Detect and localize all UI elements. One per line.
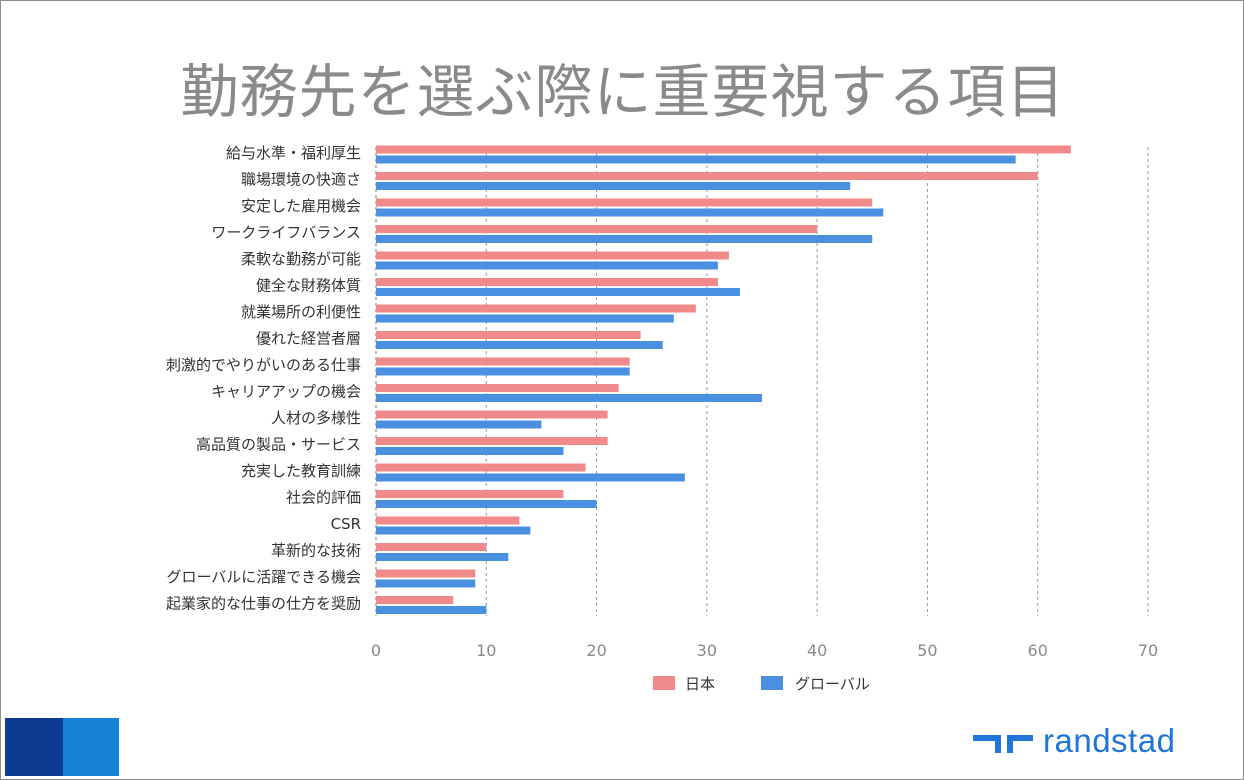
- bar-japan: [376, 596, 454, 604]
- bar-global: [376, 261, 718, 270]
- category-label: 人材の多様性: [271, 409, 361, 427]
- category-label: 優れた経営者層: [256, 330, 361, 348]
- category-label: 起業家的な仕事の仕方を奨励: [166, 595, 361, 613]
- bar-japan: [376, 437, 608, 445]
- category-label: CSR: [331, 515, 361, 533]
- bar-global: [376, 473, 685, 482]
- bar-japan: [376, 251, 729, 260]
- bar-global: [376, 288, 740, 296]
- bar-japan: [376, 569, 476, 578]
- bar-japan: [376, 278, 718, 286]
- bar-global: [376, 394, 762, 402]
- category-label: 給与水準・福利厚生: [226, 144, 361, 162]
- bar-japan: [376, 490, 564, 498]
- brand-logo: randstad: [971, 717, 1211, 767]
- bar-global: [376, 182, 851, 190]
- bar-global: [376, 208, 884, 217]
- category-label: 革新的な技術: [271, 542, 361, 560]
- category-label: 柔軟な勤務が可能: [241, 250, 361, 268]
- bar-global: [376, 526, 531, 535]
- legend: 日本 グローバル: [653, 675, 870, 693]
- bar-japan: [376, 198, 873, 207]
- category-label: 安定した雇用機会: [241, 197, 361, 215]
- bar-global: [376, 155, 1016, 164]
- corner-block-light: [63, 718, 119, 776]
- category-label: 社会的評価: [286, 489, 361, 507]
- bar-japan: [376, 172, 1038, 180]
- category-label: 就業場所の利便性: [241, 303, 361, 321]
- bar-global: [376, 500, 597, 508]
- grid-lines: [485, 147, 1149, 616]
- bar-japan: [376, 384, 619, 392]
- legend-label-japan: 日本: [685, 675, 715, 693]
- randstad-logo-icon: [973, 735, 1033, 753]
- bar-global: [376, 579, 476, 588]
- bar-global: [376, 314, 674, 323]
- bar-japan: [376, 357, 630, 366]
- bar-japan: [376, 331, 641, 339]
- legend-swatch-global: [761, 676, 783, 690]
- x-tick-label: 60: [1028, 641, 1048, 660]
- bar-global: [376, 367, 630, 376]
- bar-global: [376, 606, 487, 614]
- bar-japan: [376, 304, 696, 313]
- x-tick-label: 0: [371, 641, 381, 660]
- slide-title: 勤務先を選ぶ際に重要視する項目: [180, 58, 1066, 126]
- bar-japan: [376, 543, 487, 551]
- category-label: ワークライフバランス: [211, 224, 361, 242]
- category-label: 高品質の製品・サービス: [196, 436, 361, 454]
- brand-name: randstad: [1043, 722, 1176, 759]
- category-label: 充実した教育訓練: [241, 462, 361, 480]
- category-label: グローバルに活躍できる機会: [166, 568, 361, 586]
- corner-block-dark: [5, 718, 63, 776]
- bar-global: [376, 341, 663, 349]
- legend-label-global: グローバル: [795, 675, 870, 693]
- bar-japan: [376, 516, 520, 525]
- x-tick-label: 10: [476, 641, 496, 660]
- x-tick-label: 20: [586, 641, 606, 660]
- x-tick-labels: 0 10 20 30 40 50 60 70: [371, 641, 1158, 660]
- bar-global: [376, 553, 509, 561]
- x-tick-label: 40: [807, 641, 827, 660]
- x-tick-label: 30: [697, 641, 717, 660]
- bar-global: [376, 420, 542, 429]
- bar-global: [376, 235, 873, 243]
- x-tick-label: 50: [917, 641, 937, 660]
- category-label: キャリアアップの機会: [211, 383, 361, 401]
- bar-japan: [376, 463, 586, 472]
- x-tick-label: 70: [1138, 641, 1158, 660]
- bar-japan: [376, 145, 1071, 154]
- bar-global: [376, 447, 564, 455]
- legend-swatch-japan: [653, 676, 675, 690]
- category-label: 刺激的でやりがいのある仕事: [166, 356, 361, 374]
- bars: [376, 145, 1071, 614]
- bar-japan: [376, 410, 608, 419]
- category-label: 健全な財務体質: [256, 277, 361, 295]
- bar-japan: [376, 225, 818, 233]
- category-label: 職場環境の快適さ: [241, 171, 361, 189]
- category-labels: 給与水準・福利厚生職場環境の快適さ安定した雇用機会ワークライフバランス柔軟な勤務…: [166, 144, 361, 613]
